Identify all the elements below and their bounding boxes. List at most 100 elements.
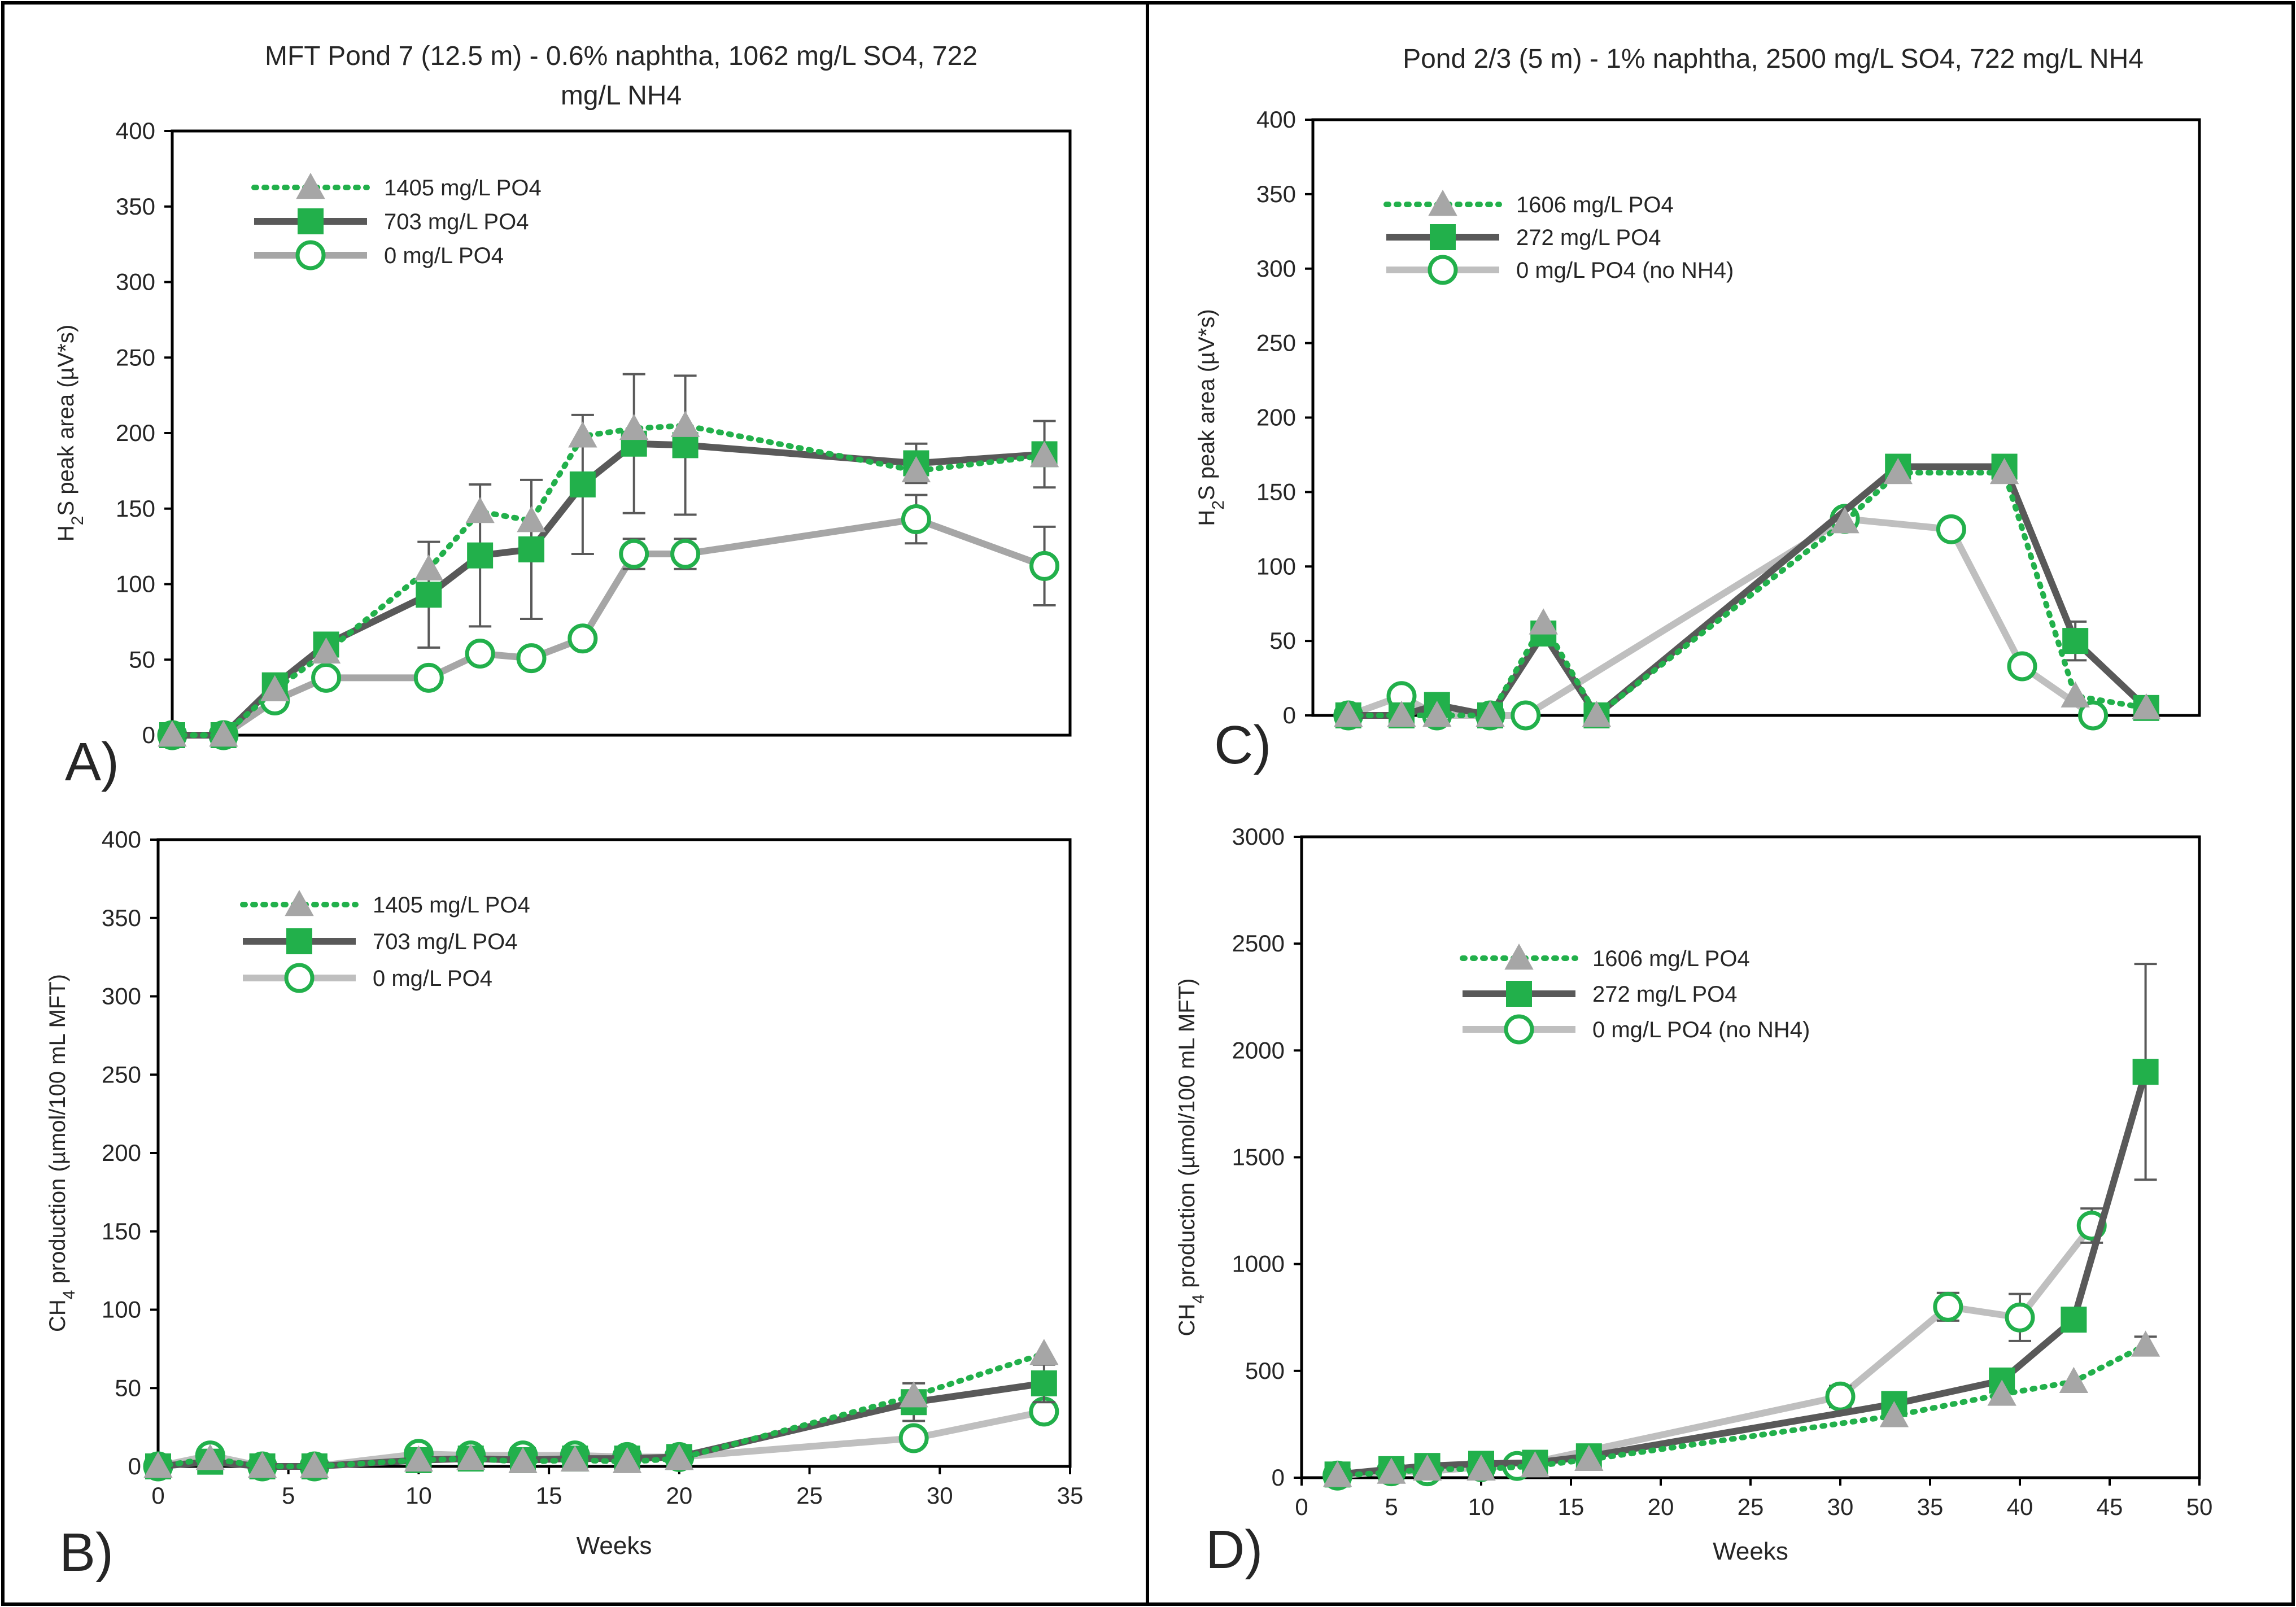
- data-point: [2061, 1307, 2087, 1333]
- y-tick-label: 200: [116, 420, 155, 446]
- y-tick-label: 3000: [1232, 823, 1285, 850]
- data-point: [508, 1447, 538, 1473]
- data-point: [518, 536, 544, 562]
- data-point: [311, 662, 342, 693]
- data-point: [1029, 1339, 1059, 1365]
- data-point: [2132, 1059, 2159, 1085]
- y-tick-label: 300: [116, 269, 155, 295]
- y-axis-label: CH4 production (µmol/100 mL MFT): [1175, 979, 1208, 1337]
- series-line: [1334, 1342, 2149, 1479]
- y-axis-label-main: H: [1194, 510, 1219, 526]
- legend: 1606 mg/L PO4 272 mg/L PO4 0 mg/L PO4 (no …: [1383, 189, 1734, 285]
- data-point: [569, 471, 596, 497]
- data-point: [2078, 700, 2109, 731]
- y-tick-label: 50: [115, 1374, 141, 1401]
- x-tick-label: 30: [1827, 1494, 1854, 1520]
- data-point: [2062, 628, 2089, 654]
- y-tick-label: 350: [116, 193, 155, 220]
- legend-entry: 703 mg/L PO4: [373, 929, 517, 954]
- data-point: [1476, 700, 1505, 727]
- data-point: [456, 1444, 486, 1470]
- x-tick-label: 40: [2007, 1494, 2033, 1520]
- legend-swatch-marker: [284, 963, 315, 993]
- data-point: [1936, 514, 1966, 544]
- legend-swatch-marker: [286, 928, 312, 954]
- data-point: [416, 582, 442, 608]
- data-point: [247, 1451, 277, 1478]
- chart-panel-B: 0 50 100 150 200 250 300 350 400 0 5 10 15 20 25 30 35 CH…: [45, 826, 1083, 1583]
- data-point: [467, 542, 494, 569]
- y-tick-label: 500: [1245, 1357, 1285, 1384]
- series-0: [143, 1339, 1059, 1478]
- data-point: [195, 1444, 225, 1470]
- y-tick-label: 100: [116, 571, 155, 597]
- data-point: [619, 539, 649, 569]
- x-tick-label: 10: [405, 1482, 432, 1509]
- panel-letter: C): [1214, 715, 1271, 775]
- chart-panel-C: Pond 2/3 (5 m) - 1% naphtha, 2500 mg/L S…: [1194, 44, 2201, 775]
- y-tick-label: 400: [102, 826, 141, 853]
- y-axis-label-main: CH: [1175, 1304, 1199, 1337]
- y-tick-label: 150: [116, 495, 155, 522]
- legend-swatch-marker: [296, 172, 325, 199]
- y-tick-label: 150: [102, 1218, 141, 1244]
- x-tick-label: 30: [927, 1482, 953, 1509]
- series-line: [155, 1351, 1047, 1469]
- data-point: [1377, 1457, 1406, 1484]
- legend-entry: 0 mg/L PO4: [384, 243, 504, 268]
- legend-swatch-marker: [1506, 981, 1532, 1007]
- data-point: [209, 720, 238, 747]
- legend-entry: 1606 mg/L PO4: [1516, 193, 1674, 217]
- y-axis-label-subscript: 2: [1209, 500, 1228, 510]
- y-tick-label: 150: [1256, 478, 1296, 505]
- y-tick-label: 0: [1283, 702, 1296, 728]
- y-axis-label-rest: production (µmol/100 mL MFT): [1175, 979, 1199, 1295]
- data-point: [1387, 700, 1416, 727]
- data-point: [612, 1447, 642, 1473]
- y-tick-label: 200: [1256, 404, 1296, 431]
- x-tick-label: 10: [1468, 1494, 1495, 1520]
- panel-letter: A): [65, 732, 119, 792]
- legend-swatch-marker: [295, 240, 326, 270]
- y-tick-label: 200: [102, 1139, 141, 1166]
- data-point: [1989, 458, 2019, 484]
- data-point: [1466, 1454, 1496, 1481]
- data-point: [143, 1451, 173, 1478]
- data-point: [1422, 700, 1452, 727]
- y-tick-label: 2000: [1232, 1037, 1285, 1063]
- data-point: [300, 1451, 329, 1478]
- legend-entry: 1405 mg/L PO4: [373, 893, 530, 918]
- series-line: [1337, 1071, 2149, 1478]
- legend-entry: 0 mg/L PO4: [373, 966, 492, 991]
- data-point: [260, 675, 290, 701]
- y-tick-label: 100: [1256, 553, 1296, 579]
- series-line: [169, 422, 1047, 738]
- x-tick-label: 50: [2186, 1494, 2213, 1520]
- data-point: [2059, 1366, 2089, 1393]
- legend: 1405 mg/L PO4 703 mg/L PO4 0 mg/L PO4: [240, 889, 530, 993]
- legend-entry: 272 mg/L PO4: [1516, 225, 1661, 250]
- data-point: [2007, 651, 2037, 682]
- data-point: [901, 504, 931, 534]
- data-point: [1883, 458, 1913, 484]
- data-point: [1933, 1291, 1963, 1322]
- data-point: [1825, 1381, 1856, 1412]
- y-tick-label: 50: [1269, 627, 1296, 654]
- data-point: [311, 637, 341, 664]
- legend-swatch-marker: [1504, 1014, 1534, 1045]
- data-point: [1520, 1451, 1550, 1478]
- data-point: [1830, 507, 1860, 534]
- data-point: [517, 506, 546, 532]
- data-point: [665, 1444, 694, 1470]
- data-point: [568, 623, 598, 654]
- data-point: [1412, 1454, 1442, 1481]
- data-point: [414, 554, 443, 580]
- data-point: [899, 1381, 928, 1408]
- x-tick-label: 5: [282, 1482, 295, 1509]
- data-point: [158, 720, 187, 747]
- panel-letter: B): [59, 1522, 114, 1583]
- x-axis-label: Weeks: [577, 1532, 652, 1560]
- data-point: [465, 497, 495, 523]
